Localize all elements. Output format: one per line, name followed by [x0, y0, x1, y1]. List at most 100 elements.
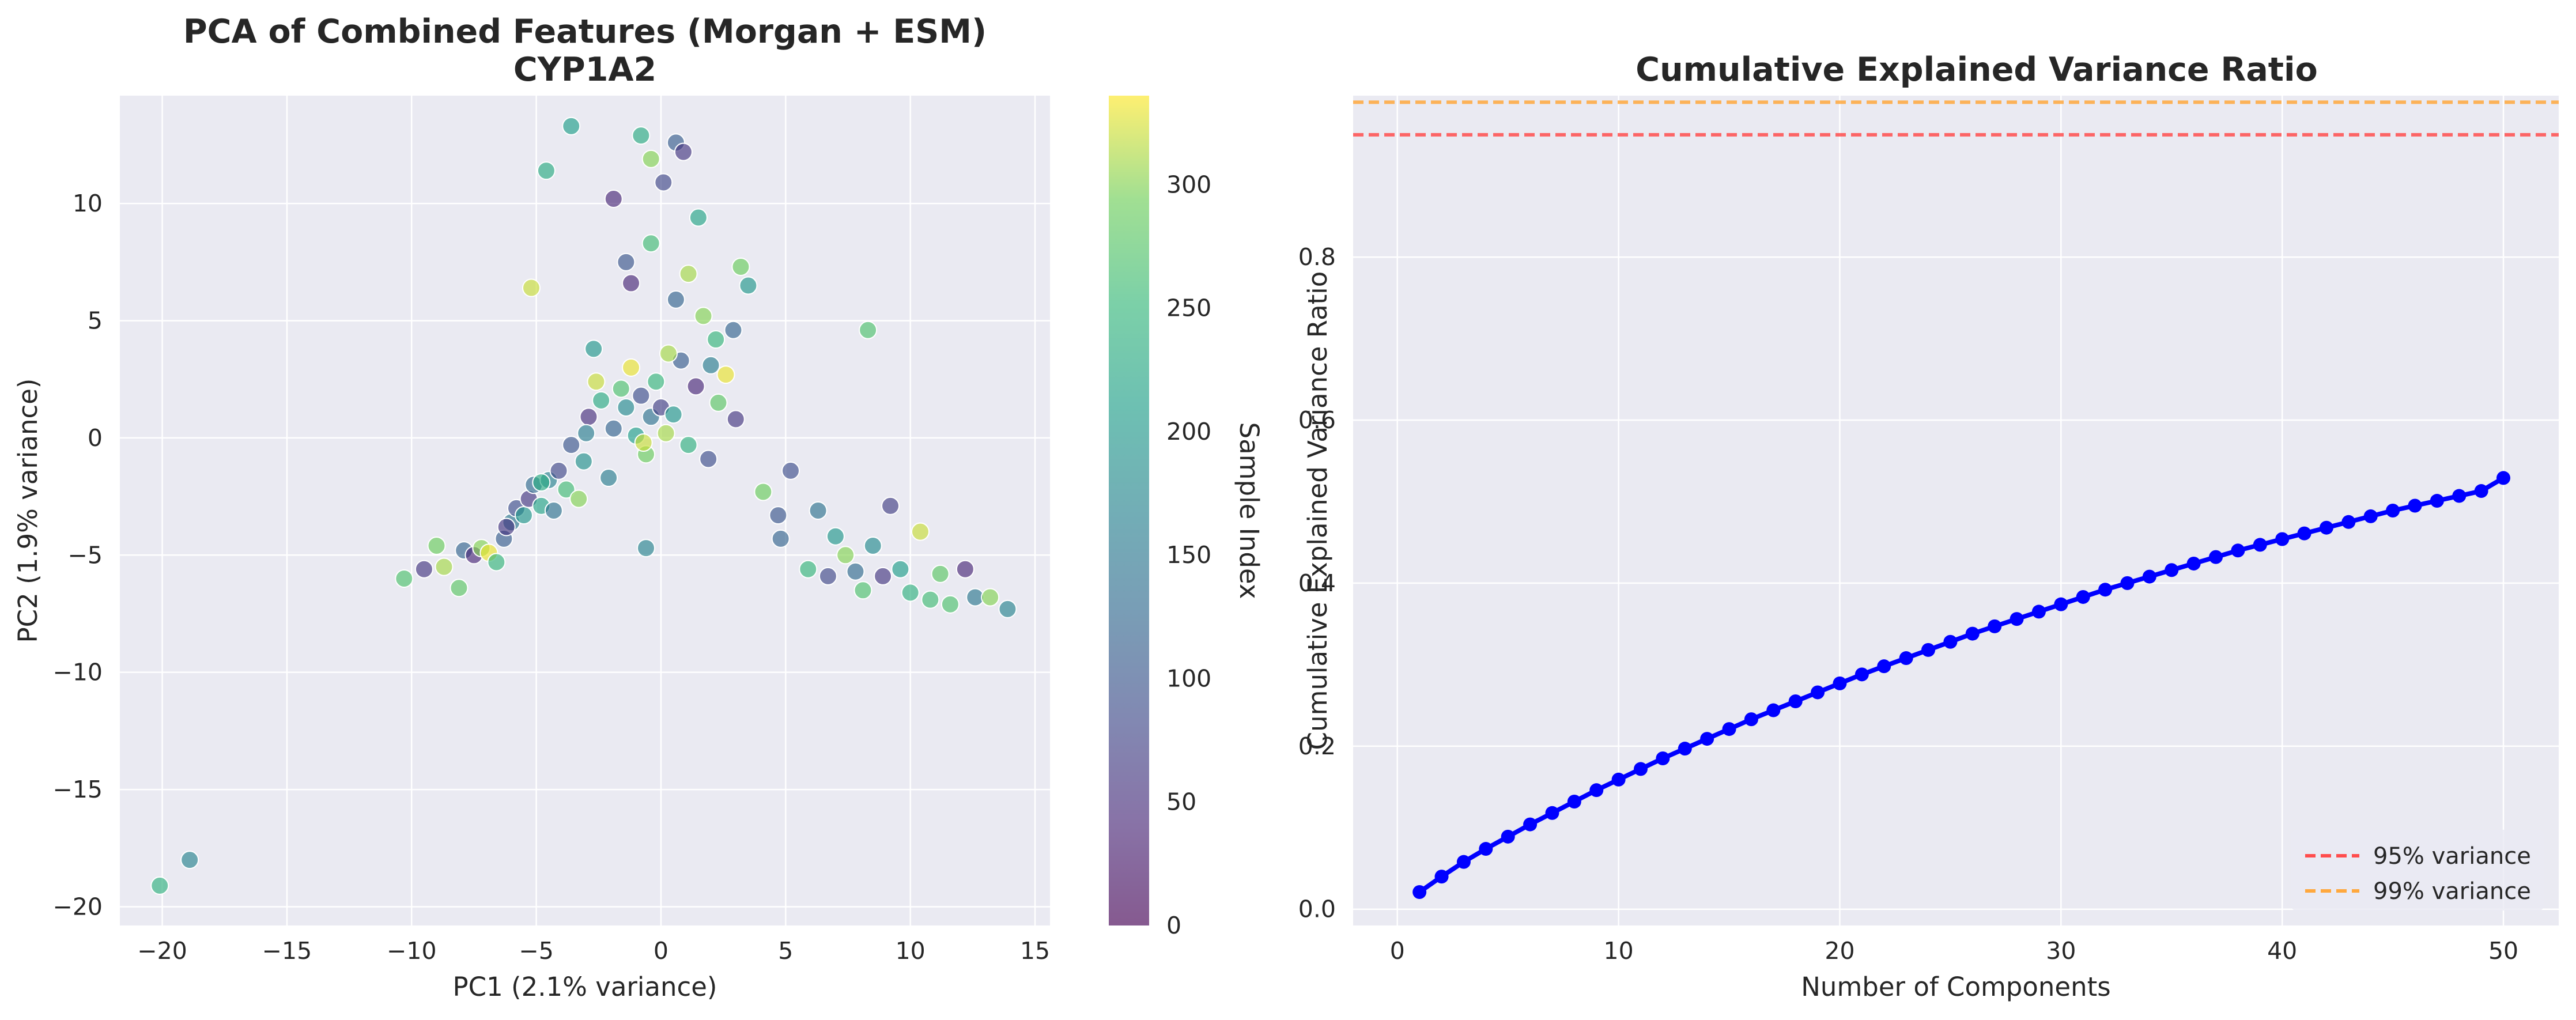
scatter-point — [771, 529, 790, 548]
variance-point — [1545, 806, 1559, 820]
scatter-point — [769, 506, 788, 525]
variance-point — [2297, 526, 2311, 541]
scatter-point — [863, 537, 882, 556]
scatter-point — [587, 372, 606, 391]
scatter-point — [634, 433, 653, 452]
variance-point — [1700, 732, 1714, 746]
scatter-point — [874, 566, 893, 585]
scatter-point — [686, 377, 705, 396]
variance-point — [2496, 471, 2511, 485]
scatter-point — [622, 358, 641, 377]
colorbar-tick-label: 200 — [1166, 418, 1211, 445]
scatter-point — [931, 564, 950, 583]
line-x-tick-label: 50 — [2488, 937, 2518, 965]
variance-point — [2165, 563, 2179, 577]
variance-point — [2120, 576, 2135, 590]
scatter-point — [891, 560, 910, 579]
scatter-point — [569, 489, 588, 508]
variance-point — [1678, 742, 1692, 756]
colorbar-tick-label: 150 — [1166, 541, 1211, 569]
scatter-point — [901, 583, 920, 602]
scatter-point — [701, 356, 720, 375]
variance-point — [2430, 494, 2444, 508]
scatter-point — [435, 557, 454, 576]
colorbar-tick-label: 250 — [1166, 294, 1211, 322]
variance-point — [1766, 703, 1781, 717]
scatter-point — [940, 595, 960, 614]
variance-point — [2186, 556, 2201, 571]
scatter-point — [836, 546, 855, 565]
colorbar-ticks: 0 50 100 150 200 250 300 — [1166, 171, 1211, 939]
scatter-point — [487, 553, 506, 572]
scatter-point — [699, 449, 718, 469]
line-y-tick-label: 0.2 — [1298, 732, 1336, 760]
scatter-point — [414, 560, 433, 579]
variance-point — [2010, 612, 2024, 626]
scatter-point — [584, 339, 603, 358]
scatter-x-ticks: −20 −15 −10 −5 0 5 10 15 — [137, 937, 1050, 965]
variance-point — [1943, 634, 1958, 649]
variance-point — [2341, 515, 2356, 529]
variance-point — [2474, 484, 2488, 498]
threshold-lines — [1353, 100, 2559, 137]
variance-point — [1634, 762, 1648, 776]
scatter-point — [592, 391, 611, 410]
scatter-x-axis-label: PC1 (2.1% variance) — [453, 972, 717, 1002]
variance-point — [1988, 619, 2002, 633]
variance-point — [2253, 538, 2267, 552]
scatter-point — [709, 393, 728, 412]
scatter-point — [781, 461, 800, 480]
variance-point — [2209, 550, 2223, 564]
scatter-point — [654, 173, 673, 192]
variance-point — [1412, 885, 1427, 900]
scatter-point — [562, 436, 581, 455]
scatter-point — [632, 386, 651, 405]
line-y-tick-label: 0.8 — [1298, 243, 1336, 271]
scatter-x-tick-label: −20 — [137, 937, 187, 965]
variance-point — [1589, 783, 1604, 798]
variance-point — [1965, 626, 1980, 641]
variance-point — [1501, 829, 1515, 844]
scatter-point — [716, 365, 735, 384]
scatter-point — [532, 473, 551, 492]
variance-point — [2319, 520, 2333, 535]
scatter-point — [604, 189, 623, 208]
scatter-point — [724, 320, 743, 339]
scatter-x-tick-label: −5 — [519, 937, 553, 965]
variance-point — [1722, 722, 1736, 736]
scatter-point — [537, 161, 556, 180]
scatter-point — [731, 257, 750, 276]
variance-point — [2363, 509, 2378, 523]
scatter-point — [809, 501, 828, 520]
line-y-ticks: 0.0 0.2 0.4 0.6 0.8 — [1298, 243, 1336, 923]
variance-point — [2142, 569, 2156, 584]
scatter-point — [497, 517, 516, 537]
scatter-point — [739, 276, 758, 295]
scatter-y-ticks: −20 −15 −10 −5 0 5 10 — [52, 190, 103, 920]
variance-point — [1434, 870, 1449, 884]
line-y-tick-label: 0.0 — [1298, 896, 1336, 923]
scatter-point — [522, 278, 541, 297]
scatter-point — [921, 590, 940, 609]
scatter-point — [679, 265, 698, 284]
variance-point — [1611, 772, 1626, 787]
scatter-y-tick-label: 5 — [88, 307, 103, 335]
scatter-x-tick-label: −10 — [387, 937, 437, 965]
line-x-tick-label: 20 — [1825, 937, 1854, 965]
scatter-point — [659, 344, 678, 363]
scatter-point — [707, 330, 726, 349]
scatter-point — [579, 407, 598, 426]
variance-point — [1744, 712, 1758, 727]
variance-point — [2098, 583, 2113, 597]
scatter-y-tick-label: −5 — [68, 541, 103, 569]
scatter-points — [150, 116, 1017, 895]
scatter-point — [604, 419, 623, 438]
scatter-point — [664, 405, 683, 424]
scatter-gridlines — [120, 96, 1050, 925]
scatter-point — [647, 372, 666, 391]
scatter-point — [562, 116, 581, 135]
scatter-point — [427, 537, 446, 556]
variance-point — [2076, 590, 2090, 604]
scatter-y-tick-label: −20 — [52, 893, 103, 920]
